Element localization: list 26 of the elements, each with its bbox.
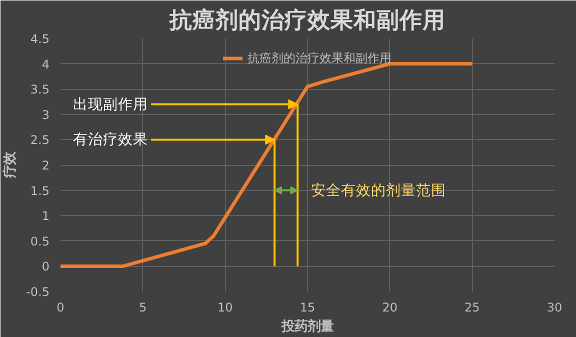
- x-tick-label: 20: [382, 300, 398, 314]
- chart-title: 抗癌剂的治疗效果和副作用: [168, 6, 446, 34]
- annotation: 有治疗效果: [72, 131, 148, 148]
- y-tick-label: 3.5: [30, 82, 50, 97]
- y-tick-label: 0: [42, 260, 50, 274]
- y-tick-label: 4.5: [30, 32, 50, 46]
- line-series: [60, 62, 474, 268]
- x-tick-label: 30: [546, 300, 562, 314]
- x-tick-label: 10: [218, 300, 233, 314]
- annotation: 出现副作用: [72, 96, 148, 113]
- x-tick-label: 5: [139, 300, 147, 314]
- x-axis-title: 投药剂量: [280, 318, 334, 334]
- y-tick-label: 1: [42, 209, 50, 224]
- y-tick-label: 2: [42, 158, 50, 172]
- y-tick-label: 3: [42, 108, 50, 122]
- x-tick-label: 0: [56, 300, 64, 314]
- y-axis-title: 疗效: [2, 151, 18, 179]
- annotation: 安全有效的剂量范围: [310, 182, 446, 199]
- y-tick-label: -0.5: [26, 285, 50, 299]
- x-tick-label: 25: [464, 300, 480, 314]
- legend-label: 抗癌剂的治疗效果和副作用: [248, 50, 392, 66]
- y-tick-label: 4: [42, 57, 50, 72]
- y-tick-label: 0.5: [30, 234, 50, 248]
- x-tick-label: 15: [300, 300, 316, 314]
- y-tick-label: 2.5: [30, 133, 50, 148]
- y-tick-label: 1.5: [30, 184, 50, 198]
